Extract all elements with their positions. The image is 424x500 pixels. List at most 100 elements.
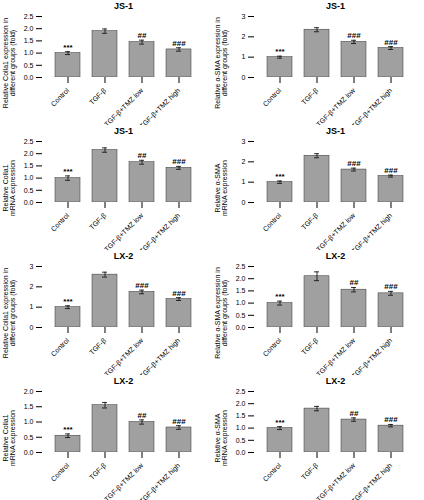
svg-text:2.0: 2.0 bbox=[236, 275, 246, 282]
svg-text:1.5: 1.5 bbox=[236, 412, 246, 419]
svg-text:0: 0 bbox=[242, 199, 246, 206]
svg-text:***: *** bbox=[275, 418, 285, 427]
svg-text:***: *** bbox=[63, 167, 73, 176]
svg-text:LX-2: LX-2 bbox=[114, 251, 134, 261]
svg-text:LX-2: LX-2 bbox=[326, 376, 346, 386]
svg-text:2.0: 2.0 bbox=[24, 25, 34, 32]
svg-text:0.5: 0.5 bbox=[24, 187, 34, 194]
svg-text:Control: Control bbox=[49, 86, 70, 107]
svg-text:TGF-β+TMZ low: TGF-β+TMZ low bbox=[315, 86, 358, 125]
svg-text:TGF-β+TMZ low: TGF-β+TMZ low bbox=[315, 336, 358, 375]
svg-text:TGF-β: TGF-β bbox=[88, 337, 108, 357]
svg-text:***: *** bbox=[63, 297, 73, 306]
svg-text:2: 2 bbox=[30, 283, 34, 290]
svg-text:###: ### bbox=[135, 281, 149, 290]
svg-text:TGF-β+TMZ high: TGF-β+TMZ high bbox=[350, 87, 394, 125]
svg-text:###: ### bbox=[172, 157, 186, 166]
svg-text:0.0: 0.0 bbox=[24, 449, 34, 456]
svg-text:1.0: 1.0 bbox=[236, 424, 246, 431]
svg-text:1.0: 1.0 bbox=[236, 299, 246, 306]
svg-text:Control: Control bbox=[261, 86, 282, 107]
svg-text:1.5: 1.5 bbox=[24, 37, 34, 44]
svg-text:##: ## bbox=[350, 409, 359, 418]
svg-text:1.0: 1.0 bbox=[24, 174, 34, 181]
svg-text:TGF-β+TMZ low: TGF-β+TMZ low bbox=[103, 211, 146, 250]
svg-text:Relative Colla1 expression ind: Relative Colla1 expression indifferent g… bbox=[2, 18, 17, 108]
svg-text:###: ### bbox=[384, 38, 398, 47]
svg-text:1.0: 1.0 bbox=[24, 49, 34, 56]
svg-text:TGF-β+TMZ low: TGF-β+TMZ low bbox=[103, 461, 146, 500]
svg-text:Relative α-SMAmRNA expression: Relative α-SMAmRNA expression bbox=[214, 410, 229, 466]
svg-text:TGF-β+TMZ low: TGF-β+TMZ low bbox=[315, 461, 358, 500]
svg-text:2.5: 2.5 bbox=[24, 13, 34, 20]
svg-text:###: ### bbox=[384, 415, 398, 424]
svg-text:###: ### bbox=[347, 159, 361, 168]
svg-text:1.5: 1.5 bbox=[24, 162, 34, 169]
svg-text:TGF-β: TGF-β bbox=[88, 87, 108, 107]
svg-text:Control: Control bbox=[49, 211, 70, 232]
svg-text:##: ## bbox=[138, 151, 147, 160]
svg-text:TGF-β+TMZ high: TGF-β+TMZ high bbox=[138, 212, 182, 250]
svg-text:Relative α-SMAmRNA expression: Relative α-SMAmRNA expression bbox=[214, 160, 229, 216]
svg-text:***: *** bbox=[275, 292, 285, 301]
svg-text:0: 0 bbox=[30, 324, 34, 331]
svg-text:###: ### bbox=[172, 39, 186, 48]
svg-text:##: ## bbox=[138, 411, 147, 420]
svg-text:TGF-β+TMZ high: TGF-β+TMZ high bbox=[138, 462, 182, 500]
svg-text:TGF-β: TGF-β bbox=[300, 462, 320, 482]
svg-text:Control: Control bbox=[261, 336, 282, 357]
svg-text:2: 2 bbox=[242, 158, 246, 165]
svg-text:LX-2: LX-2 bbox=[114, 376, 134, 386]
svg-text:1.5: 1.5 bbox=[24, 403, 34, 410]
svg-text:JS-1: JS-1 bbox=[114, 126, 133, 136]
svg-text:0.5: 0.5 bbox=[24, 433, 34, 440]
svg-text:0.0: 0.0 bbox=[236, 324, 246, 331]
svg-text:TGF-β+TMZ low: TGF-β+TMZ low bbox=[103, 86, 146, 125]
svg-text:2.5: 2.5 bbox=[236, 388, 246, 395]
svg-text:Relative α-SMA expression indi: Relative α-SMA expression indifferent gr… bbox=[214, 17, 229, 109]
svg-text:JS-1: JS-1 bbox=[114, 1, 133, 11]
svg-text:TGF-β+TMZ high: TGF-β+TMZ high bbox=[138, 337, 182, 375]
svg-text:2: 2 bbox=[242, 33, 246, 40]
svg-text:0.5: 0.5 bbox=[24, 62, 34, 69]
svg-text:###: ### bbox=[172, 289, 186, 298]
svg-text:###: ### bbox=[172, 417, 186, 426]
svg-text:Control: Control bbox=[261, 211, 282, 232]
svg-text:JS-1: JS-1 bbox=[326, 1, 345, 11]
svg-text:TGF-β: TGF-β bbox=[88, 212, 108, 232]
svg-text:3: 3 bbox=[242, 13, 246, 20]
svg-text:0.5: 0.5 bbox=[236, 312, 246, 319]
svg-text:Relative α-SMA expression indi: Relative α-SMA expression indifferent gr… bbox=[214, 267, 229, 359]
svg-text:***: *** bbox=[275, 172, 285, 181]
svg-text:2.5: 2.5 bbox=[24, 138, 34, 145]
svg-text:Relative Colla1 expression ind: Relative Colla1 expression indifferent g… bbox=[2, 268, 17, 358]
svg-text:LX-2: LX-2 bbox=[326, 251, 346, 261]
svg-text:0.0: 0.0 bbox=[236, 449, 246, 456]
svg-text:0.0: 0.0 bbox=[24, 74, 34, 81]
svg-text:Control: Control bbox=[49, 461, 70, 482]
svg-text:TGF-β+TMZ low: TGF-β+TMZ low bbox=[103, 336, 146, 375]
svg-text:Control: Control bbox=[49, 336, 70, 357]
svg-text:Relative Colla1mRNA expression: Relative Colla1mRNA expression bbox=[2, 160, 17, 216]
svg-text:##: ## bbox=[138, 31, 147, 40]
svg-text:1.0: 1.0 bbox=[24, 418, 34, 425]
svg-text:1.5: 1.5 bbox=[236, 287, 246, 294]
svg-text:0: 0 bbox=[242, 74, 246, 81]
svg-text:##: ## bbox=[350, 278, 359, 287]
svg-text:Relative Colla1mRNA expression: Relative Colla1mRNA expression bbox=[2, 410, 17, 466]
svg-text:TGF-β+TMZ high: TGF-β+TMZ high bbox=[138, 87, 182, 125]
svg-text:TGF-β+TMZ high: TGF-β+TMZ high bbox=[350, 462, 394, 500]
svg-text:Control: Control bbox=[261, 461, 282, 482]
svg-text:###: ### bbox=[347, 31, 361, 40]
svg-text:###: ### bbox=[384, 166, 398, 175]
svg-text:***: *** bbox=[63, 43, 73, 52]
svg-text:3: 3 bbox=[242, 138, 246, 145]
svg-text:TGF-β+TMZ low: TGF-β+TMZ low bbox=[315, 211, 358, 250]
svg-text:1: 1 bbox=[242, 178, 246, 185]
svg-text:0.0: 0.0 bbox=[24, 199, 34, 206]
svg-text:###: ### bbox=[384, 282, 398, 291]
svg-text:2.5: 2.5 bbox=[236, 263, 246, 270]
svg-text:1: 1 bbox=[30, 303, 34, 310]
svg-text:1: 1 bbox=[242, 53, 246, 60]
svg-text:TGF-β+TMZ high: TGF-β+TMZ high bbox=[350, 212, 394, 250]
